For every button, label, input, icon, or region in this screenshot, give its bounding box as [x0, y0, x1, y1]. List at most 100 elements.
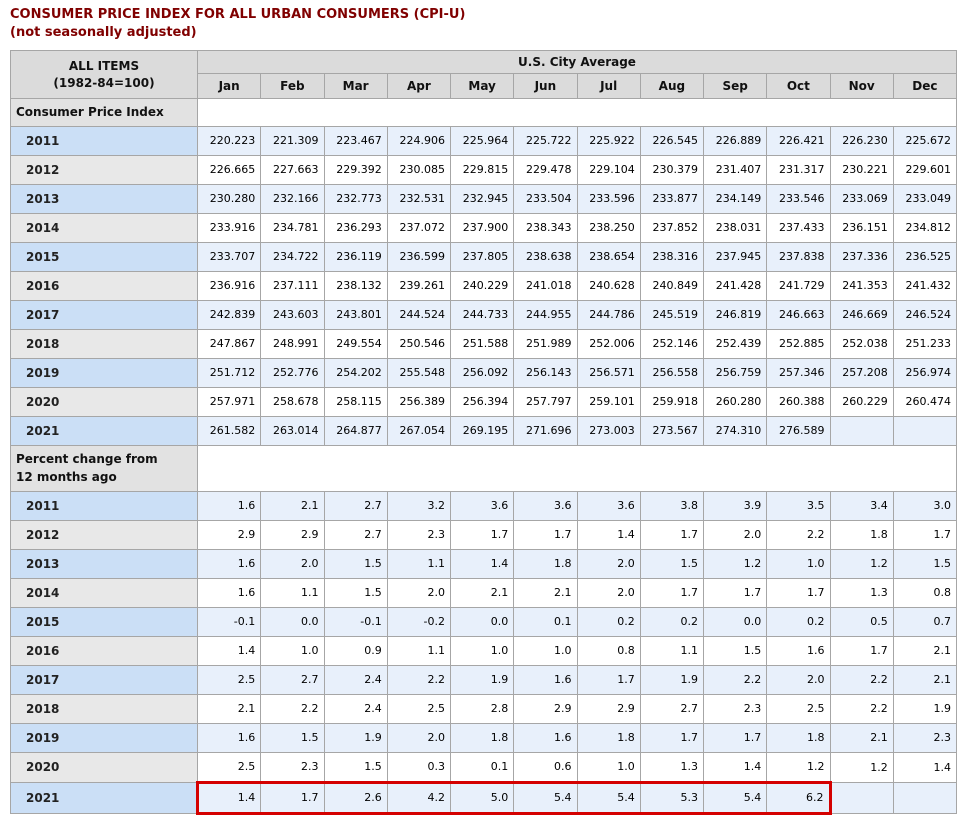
value-cell: 226.665 [196, 154, 262, 185]
value-cell: 231.407 [702, 154, 768, 185]
value-cell: 229.815 [449, 154, 515, 185]
value-cell: 221.309 [260, 125, 325, 156]
value-cell: 233.877 [639, 183, 705, 214]
value-cell: 1.7 [639, 519, 705, 550]
value-cell: 251.588 [449, 328, 515, 359]
value-cell: 229.601 [892, 154, 958, 185]
value-cell: 258.115 [323, 386, 388, 417]
value-cell: 1.5 [323, 751, 388, 783]
value-cell: 233.069 [829, 183, 894, 214]
value-cell: 249.554 [323, 328, 388, 359]
year-cell: 2014 [10, 577, 198, 608]
value-cell [829, 781, 894, 814]
table-row: 2018 2.1 2.2 2.4 2.5 2.8 2.9 2.9 2.7 2.3 2.5 2.2 1.9 [10, 693, 958, 724]
value-cell: 2.8 [449, 693, 515, 724]
year-cell: 2018 [10, 328, 198, 359]
value-cell: 236.119 [323, 241, 388, 272]
value-cell: 1.8 [766, 722, 831, 753]
value-cell: 2.7 [323, 519, 388, 550]
table-row: 2013 230.280 232.166 232.773 232.531 232.945 2… [10, 183, 958, 214]
value-cell: 238.250 [576, 212, 641, 243]
value-cell: 260.229 [829, 386, 894, 417]
value-cell: 260.388 [766, 386, 831, 417]
year-cell: 2015 [10, 241, 198, 272]
value-cell: 0.8 [576, 635, 641, 666]
value-cell: 256.558 [639, 357, 705, 388]
value-cell: 232.945 [449, 183, 515, 214]
value-cell: 1.8 [576, 722, 641, 753]
table-row: 2020 257.971 258.678 258.115 256.389 256.394 2… [10, 386, 958, 417]
value-cell: 252.776 [260, 357, 325, 388]
value-cell: 230.221 [829, 154, 894, 185]
value-cell: 252.146 [639, 328, 705, 359]
value-cell: 244.786 [576, 299, 641, 330]
value-cell: 237.111 [260, 270, 325, 301]
value-cell: 250.546 [386, 328, 452, 359]
value-cell: 236.293 [323, 212, 388, 243]
value-cell: -0.2 [386, 606, 452, 637]
table-row: 2019 1.6 1.5 1.9 2.0 1.8 1.6 1.8 1.7 1.7 1.8 2.1 2.3 [10, 722, 958, 753]
value-cell: 238.638 [513, 241, 578, 272]
year-cell: 2021 [10, 781, 198, 814]
table-row: 2011 220.223 221.309 223.467 224.906 225.964 2… [10, 125, 958, 156]
table-row: 2012 2.9 2.9 2.7 2.3 1.7 1.7 1.4 1.7 2.0 2.2 1.8 1.7 [10, 519, 958, 550]
month-header-cell: Jan [196, 73, 262, 100]
value-cell [829, 415, 894, 446]
value-cell: 2.9 [576, 693, 641, 724]
value-cell: 256.759 [702, 357, 768, 388]
value-cell: 232.166 [260, 183, 325, 214]
year-cell: 2013 [10, 183, 198, 214]
value-cell: 2.5 [386, 693, 452, 724]
value-cell: 251.712 [196, 357, 262, 388]
table-row: 2017 242.839 243.603 243.801 244.524 244.733 2… [10, 299, 958, 330]
value-cell: 248.991 [260, 328, 325, 359]
highlighted-value-cell: 5.3 [639, 780, 705, 815]
month-header-cell: Feb [260, 73, 325, 100]
value-cell: 2.9 [196, 519, 262, 550]
value-cell: 220.223 [196, 125, 262, 156]
value-cell: 2.4 [323, 693, 388, 724]
month-header-cell: Nov [829, 73, 894, 100]
section-spacer [197, 444, 957, 492]
value-cell: 1.1 [639, 635, 705, 666]
year-cell: 2012 [10, 519, 198, 550]
value-cell: 1.5 [323, 548, 388, 579]
value-cell [892, 415, 958, 446]
value-cell: 2.2 [829, 664, 894, 695]
value-cell: 241.428 [702, 270, 768, 301]
value-cell: 1.1 [386, 635, 452, 666]
highlighted-value-cell: 2.6 [323, 780, 388, 815]
value-cell: 2.0 [576, 577, 641, 608]
value-cell: 224.906 [386, 125, 452, 156]
value-cell: 246.669 [829, 299, 894, 330]
value-cell: 240.628 [576, 270, 641, 301]
highlighted-value-cell: 1.4 [195, 780, 262, 815]
value-cell: 2.2 [702, 664, 768, 695]
table-row: 2012 226.665 227.663 229.392 230.085 229.815 2… [10, 154, 958, 185]
value-cell: 229.392 [323, 154, 388, 185]
value-cell: 2.5 [196, 751, 262, 783]
year-cell: 2016 [10, 270, 198, 301]
table-row: 2021 1.4 1.7 2.6 4.2 5.0 5.4 5.4 5.3 5.4 6.2 [10, 780, 958, 815]
value-cell: 244.733 [449, 299, 515, 330]
value-cell: 233.049 [892, 183, 958, 214]
value-cell: 0.8 [892, 577, 958, 608]
value-cell: 225.722 [513, 125, 578, 156]
value-cell: 1.4 [892, 751, 958, 783]
value-cell: 226.230 [829, 125, 894, 156]
value-cell: 237.433 [766, 212, 831, 243]
value-cell: 257.346 [766, 357, 831, 388]
value-cell: 1.7 [829, 635, 894, 666]
value-cell: 1.3 [639, 751, 705, 783]
value-cell: 2.3 [260, 751, 325, 783]
value-cell: 2.7 [260, 664, 325, 695]
month-header-cell: Dec [892, 73, 958, 100]
value-cell: 2.1 [449, 577, 515, 608]
value-cell: 2.2 [829, 693, 894, 724]
section-label-line: Consumer Price Index [16, 105, 164, 120]
value-cell: 1.3 [829, 577, 894, 608]
value-cell: 256.974 [892, 357, 958, 388]
value-cell: 3.6 [449, 490, 515, 521]
value-cell: 226.421 [766, 125, 831, 156]
value-cell: 0.2 [766, 606, 831, 637]
